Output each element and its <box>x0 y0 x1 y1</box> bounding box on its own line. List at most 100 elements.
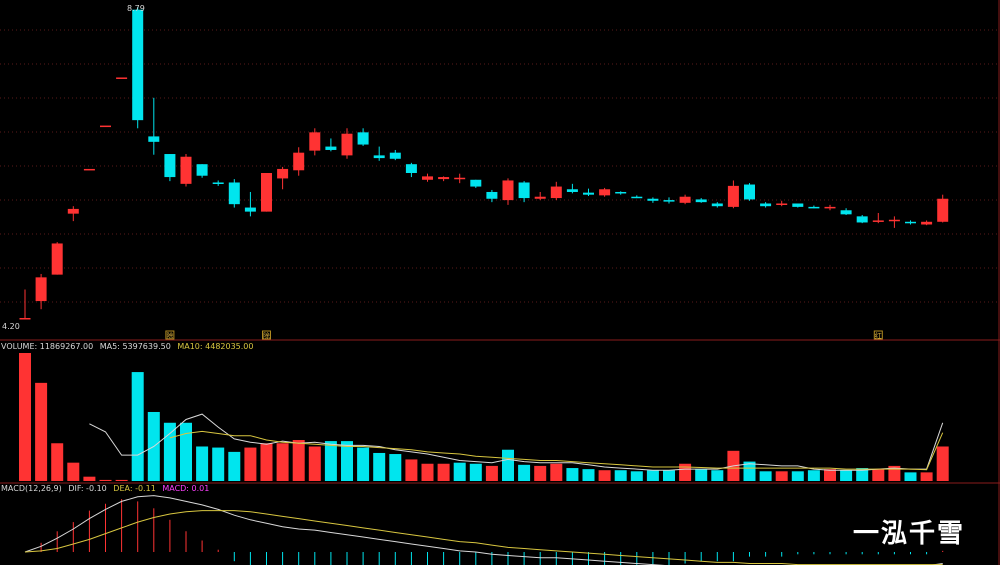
candle-body <box>518 182 530 199</box>
candle-body <box>100 125 111 128</box>
volume-ma5-line <box>89 413 944 471</box>
volume-ma10-label: MA10: 4482035.00 <box>177 342 253 351</box>
macd-params-label: MACD(12,26,9) <box>1 484 62 493</box>
candle-body <box>389 152 401 159</box>
candle-body <box>792 203 804 207</box>
volume-bar <box>711 470 724 481</box>
volume-value-label: VOLUME: 11869267.00 <box>1 342 93 351</box>
volume-bar <box>131 372 144 481</box>
volume-bar <box>485 465 498 481</box>
volume-bar <box>437 463 450 481</box>
candle-body <box>937 198 949 222</box>
candle-body <box>663 200 675 202</box>
event-marker-label: 除 <box>263 331 270 340</box>
candle-body <box>405 164 417 174</box>
candle-body <box>293 152 305 171</box>
candle-body <box>325 146 337 150</box>
candle-body <box>695 199 707 203</box>
volume-bar <box>357 447 370 481</box>
candle-body <box>824 206 836 209</box>
candle-body <box>615 191 627 194</box>
candle-body <box>583 192 594 195</box>
macd-histogram <box>40 499 944 565</box>
volume-bar <box>196 446 209 481</box>
candle-body <box>550 186 562 199</box>
volume-bar <box>550 463 563 481</box>
volume-bar <box>679 463 692 481</box>
candle-body <box>83 168 95 171</box>
watermark-text: 一泓千雪 <box>853 519 966 549</box>
candle-body <box>808 206 820 209</box>
event-marker-box <box>262 330 271 340</box>
candle-body <box>212 182 224 184</box>
volume-bar <box>115 479 128 481</box>
candle-body <box>277 168 289 179</box>
candle-body <box>744 184 755 200</box>
candle-body <box>341 133 353 156</box>
volume-bar <box>469 463 482 481</box>
candle-body <box>599 189 611 196</box>
candle-body <box>905 221 916 224</box>
volume-bar <box>180 422 192 481</box>
volume-bar <box>518 464 531 481</box>
candle-body <box>51 243 63 275</box>
volume-bar <box>920 472 933 481</box>
volume-bar <box>99 479 112 481</box>
macd-dea-label: DEA: -0.11 <box>113 484 155 493</box>
candle-body <box>888 219 900 222</box>
event-marker-box <box>165 330 175 340</box>
candle-body <box>148 136 160 142</box>
volume-bar <box>904 472 917 481</box>
volume-bar <box>67 462 80 481</box>
macd-lines <box>24 495 943 565</box>
volume-bar <box>292 440 305 481</box>
candle-body <box>534 196 546 199</box>
macd-dif-line <box>24 495 943 565</box>
volume-bar <box>83 476 96 481</box>
candle-body <box>502 180 514 201</box>
volume-bar <box>695 469 708 481</box>
volume-bar <box>212 447 225 481</box>
price-low-label: 4.20 <box>2 322 20 331</box>
candle-body <box>840 210 852 215</box>
volume-bar <box>566 468 579 481</box>
candle-body <box>727 185 739 207</box>
volume-ma10-line <box>169 430 944 471</box>
candle-body <box>228 182 240 205</box>
candle-body <box>856 216 868 223</box>
candle-body <box>921 221 933 225</box>
candle-body <box>711 203 723 207</box>
volume-bar <box>51 443 64 481</box>
volume-ma-lines <box>89 413 944 471</box>
volume-bar <box>824 469 836 481</box>
candle-body <box>776 203 788 205</box>
candle-body <box>486 191 498 199</box>
candle-body <box>116 77 128 79</box>
candle-body <box>760 203 772 207</box>
volume-bar <box>35 382 48 481</box>
event-marker-label: 除 <box>166 331 173 340</box>
macd-legend: MACD(12,26,9) DIF: -0.10 DEA: -0.11 MACD… <box>1 484 209 493</box>
candle-body <box>373 155 385 159</box>
candle-body <box>422 176 433 180</box>
volume-bar <box>630 471 643 481</box>
candle-body <box>35 277 47 302</box>
macd-dea-line <box>24 510 943 565</box>
candle-body <box>132 9 144 121</box>
volume-bar <box>598 470 611 481</box>
candle-body <box>438 177 450 180</box>
candle-body <box>357 132 369 145</box>
volume-bar <box>324 441 337 481</box>
candle-body <box>244 207 256 212</box>
event-markers: 除除红 <box>165 330 883 340</box>
volume-bar <box>534 465 547 481</box>
volume-bar <box>373 452 386 481</box>
volume-bar <box>228 451 241 481</box>
volume-bar <box>502 449 514 481</box>
candle-body <box>872 220 884 222</box>
volume-bar <box>775 471 788 481</box>
volume-bar <box>872 469 885 481</box>
volume-bar <box>936 446 949 481</box>
candle-body <box>647 198 659 201</box>
